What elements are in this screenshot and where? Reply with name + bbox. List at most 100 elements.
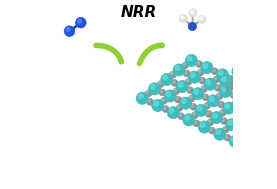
Circle shape <box>227 75 234 82</box>
Circle shape <box>230 81 237 88</box>
Circle shape <box>184 71 187 74</box>
Circle shape <box>275 105 277 112</box>
Circle shape <box>232 100 238 107</box>
Circle shape <box>271 125 276 130</box>
Circle shape <box>224 134 231 141</box>
Circle shape <box>187 87 194 94</box>
Circle shape <box>228 83 235 90</box>
Circle shape <box>212 113 217 118</box>
Circle shape <box>204 102 211 109</box>
Circle shape <box>249 115 255 122</box>
Circle shape <box>206 80 211 85</box>
Circle shape <box>189 9 197 17</box>
Circle shape <box>216 69 229 81</box>
Circle shape <box>167 107 179 119</box>
Circle shape <box>175 96 181 103</box>
Circle shape <box>195 104 207 116</box>
Circle shape <box>136 92 148 104</box>
Circle shape <box>164 90 176 102</box>
Circle shape <box>185 54 198 67</box>
Circle shape <box>188 88 190 91</box>
Circle shape <box>179 114 181 117</box>
Circle shape <box>274 98 277 100</box>
Circle shape <box>175 66 180 70</box>
Circle shape <box>245 99 252 106</box>
Circle shape <box>209 127 216 134</box>
Circle shape <box>276 113 277 120</box>
Circle shape <box>222 119 225 122</box>
Circle shape <box>198 121 210 133</box>
Circle shape <box>250 124 257 131</box>
Circle shape <box>239 134 242 137</box>
Circle shape <box>198 69 204 76</box>
Circle shape <box>220 110 223 113</box>
Circle shape <box>148 83 161 95</box>
Circle shape <box>247 144 251 149</box>
Circle shape <box>251 125 254 128</box>
Circle shape <box>192 88 204 100</box>
Circle shape <box>158 82 161 84</box>
Circle shape <box>254 116 266 129</box>
Circle shape <box>189 96 192 99</box>
Circle shape <box>264 123 271 129</box>
Circle shape <box>216 85 218 88</box>
Circle shape <box>173 88 179 95</box>
Circle shape <box>66 28 70 31</box>
Circle shape <box>198 15 206 23</box>
Circle shape <box>266 107 277 119</box>
Circle shape <box>181 16 184 19</box>
Circle shape <box>157 81 164 88</box>
Circle shape <box>214 84 221 91</box>
Circle shape <box>212 69 215 72</box>
Circle shape <box>182 62 189 69</box>
Circle shape <box>213 76 220 83</box>
Circle shape <box>235 82 247 94</box>
Circle shape <box>262 107 265 110</box>
Circle shape <box>204 78 216 90</box>
Circle shape <box>251 100 263 112</box>
Circle shape <box>191 112 198 119</box>
Circle shape <box>218 101 224 108</box>
Circle shape <box>222 87 226 92</box>
Circle shape <box>260 99 263 101</box>
Circle shape <box>238 109 250 121</box>
Circle shape <box>248 108 251 111</box>
Circle shape <box>242 126 254 138</box>
Circle shape <box>176 81 188 93</box>
Circle shape <box>258 89 265 96</box>
Circle shape <box>138 94 143 99</box>
Circle shape <box>224 127 226 130</box>
Circle shape <box>200 78 203 81</box>
Circle shape <box>235 117 242 123</box>
Circle shape <box>147 98 153 105</box>
Circle shape <box>172 81 175 83</box>
Circle shape <box>78 19 81 23</box>
Circle shape <box>169 108 174 113</box>
Circle shape <box>256 118 260 123</box>
Circle shape <box>173 64 185 76</box>
Circle shape <box>207 95 219 107</box>
Circle shape <box>194 121 197 124</box>
Circle shape <box>268 109 273 113</box>
Circle shape <box>201 86 207 92</box>
Circle shape <box>252 132 259 139</box>
Circle shape <box>228 76 230 79</box>
Circle shape <box>273 97 277 103</box>
Circle shape <box>211 68 218 75</box>
Circle shape <box>219 102 221 105</box>
Circle shape <box>171 80 178 86</box>
Circle shape <box>194 90 198 94</box>
Circle shape <box>234 78 238 82</box>
Circle shape <box>205 103 207 106</box>
Circle shape <box>179 14 188 23</box>
Circle shape <box>219 71 223 75</box>
Circle shape <box>214 77 217 80</box>
Circle shape <box>163 75 168 80</box>
Circle shape <box>247 73 260 85</box>
Circle shape <box>210 128 212 131</box>
Circle shape <box>185 78 192 85</box>
Circle shape <box>259 90 261 93</box>
Circle shape <box>263 114 269 121</box>
Circle shape <box>189 71 201 83</box>
Circle shape <box>257 133 269 145</box>
